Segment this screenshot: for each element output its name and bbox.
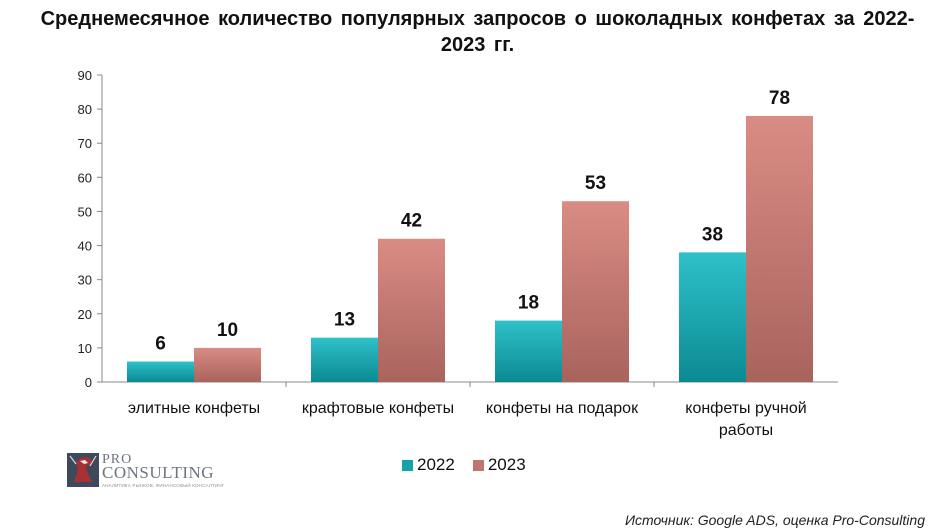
- data-label: 13: [334, 310, 355, 331]
- y-tick-label: 70: [78, 136, 92, 151]
- legend-item-2022: 2022: [402, 455, 455, 475]
- y-tick-label: 90: [78, 68, 92, 83]
- data-label: 10: [217, 320, 238, 341]
- legend-swatch-2023: [472, 459, 484, 471]
- bar-2023: [194, 347, 261, 382]
- legend-label-2022: 2022: [417, 455, 455, 474]
- legend-item-2023: 2023: [472, 455, 526, 475]
- bar-2023: [746, 115, 813, 382]
- x-tick-label: работы: [719, 422, 773, 439]
- x-tick-label: конфеты на подарок: [486, 400, 639, 417]
- y-tick-label: 80: [78, 102, 92, 117]
- logo-tagline: АНАЛИТИКА РЫНКОВ, ФИНАНСОВЫЙ КОНСАЛТИНГ: [102, 483, 225, 488]
- y-tick-label: 60: [78, 170, 92, 185]
- data-label: 53: [585, 173, 606, 194]
- data-label: 78: [769, 88, 790, 109]
- bar-2023: [378, 238, 445, 382]
- pro-consulting-logo: PRO CONSULTING АНАЛИТИКА РЫНКОВ, ФИНАНСО…: [66, 452, 224, 492]
- data-label: 18: [518, 293, 539, 314]
- chart-title: Среднемесячное количество популярных зап…: [40, 8, 915, 56]
- data-label: 38: [702, 224, 723, 245]
- bar-2022: [495, 320, 562, 382]
- source-note: Источник: Google ADS, оценка Pro-Consult…: [624, 512, 925, 528]
- y-tick-label: 30: [78, 273, 92, 288]
- x-tick-label: элитные конфеты: [128, 400, 260, 417]
- y-tick-label: 0: [85, 375, 92, 390]
- y-tick-label: 10: [78, 341, 92, 356]
- logo-pro: PRO: [102, 452, 133, 467]
- horse-head-icon: [67, 453, 99, 487]
- bar-2022: [127, 361, 194, 382]
- data-label: 42: [401, 211, 422, 232]
- legend-swatch-2022: [402, 459, 413, 471]
- bar-2023: [562, 201, 629, 382]
- legend-label-2023: 2023: [487, 455, 526, 474]
- logo-consulting: CONSULTING: [102, 463, 215, 482]
- y-tick-label: 20: [78, 307, 92, 322]
- chart-legend: 2022 2023: [402, 455, 544, 475]
- data-label: 6: [155, 334, 166, 355]
- x-tick-label: конфеты ручной: [685, 400, 806, 417]
- y-tick-label: 50: [78, 204, 92, 219]
- bar-2022: [311, 337, 378, 382]
- bar-2022: [679, 252, 746, 382]
- y-tick-label: 40: [78, 239, 92, 254]
- x-tick-label: крафтовые конфеты: [302, 400, 454, 417]
